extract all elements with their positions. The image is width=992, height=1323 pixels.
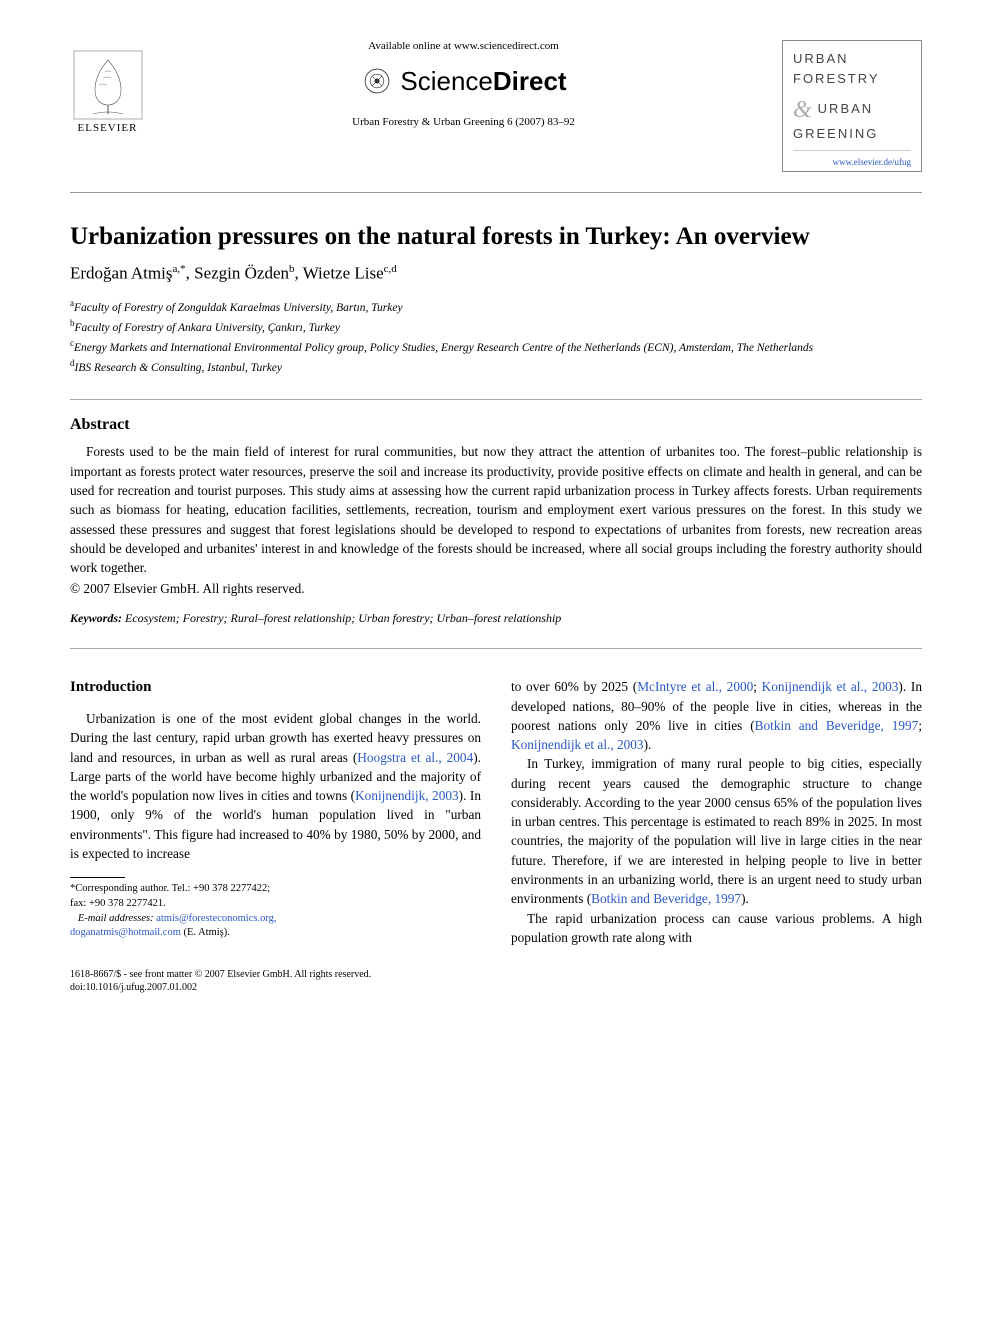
email-tail: (E. Atmiş). xyxy=(181,927,230,938)
header-center: Available online at www.sciencedirect.co… xyxy=(145,40,782,128)
sd-text-dir: Direct xyxy=(493,66,567,96)
journal-citation: Urban Forestry & Urban Greening 6 (2007)… xyxy=(160,116,767,128)
abstract-copyright: © 2007 Elsevier GmbH. All rights reserve… xyxy=(70,581,922,597)
intro-p1: Urbanization is one of the most evident … xyxy=(70,709,481,863)
corresponding-author-footnote: *Corresponding author. Tel.: +90 378 227… xyxy=(70,882,481,941)
front-matter-line: 1618-8667/$ - see front matter © 2007 El… xyxy=(70,969,922,980)
cite-konijnendijk-2003[interactable]: Konijnendijk, 2003 xyxy=(355,788,459,803)
affil-c: cEnergy Markets and International Enviro… xyxy=(70,337,922,357)
author-3: , Wietze Lise xyxy=(295,263,384,282)
ampersand-icon: & xyxy=(793,97,814,123)
header-row: ELSEVIER Available online at www.science… xyxy=(70,40,922,172)
keywords-line: Keywords: Ecosystem; Forestry; Rural–for… xyxy=(70,611,922,626)
elsevier-label: ELSEVIER xyxy=(78,122,138,134)
author-3-aff: c,d xyxy=(384,263,397,275)
jrnl-line1: URBAN xyxy=(793,51,849,66)
abstract-bottom-rule xyxy=(70,648,922,649)
rp1-a: to over 60% by 2025 ( xyxy=(511,679,637,694)
right-column: to over 60% by 2025 (McIntyre et al., 20… xyxy=(511,677,922,947)
body-columns: Introduction Urbanization is one of the … xyxy=(70,677,922,947)
keywords-label: Keywords: xyxy=(70,611,122,625)
keywords-values: Ecosystem; Forestry; Rural–forest relati… xyxy=(122,611,561,625)
rp1-sep2: ; xyxy=(918,718,922,733)
rp1-c: ). xyxy=(644,737,652,752)
abstract-top-rule xyxy=(70,399,922,400)
doi-line: doi:10.1016/j.ufug.2007.01.002 xyxy=(70,982,922,993)
email-line-2: doganatmis@hotmail.com (E. Atmiş). xyxy=(70,926,481,941)
rp1-sep1: ; xyxy=(753,679,761,694)
author-1: Erdoğan Atmiş xyxy=(70,263,172,282)
sciencedirect-wordmark: ScienceDirect xyxy=(400,66,566,97)
corr-line: *Corresponding author. Tel.: +90 378 227… xyxy=(70,882,481,897)
abstract-heading: Abstract xyxy=(70,416,922,434)
email-line: E-mail addresses: atmis@foresteconomics.… xyxy=(70,912,481,927)
fax-line: fax: +90 378 2277421. xyxy=(70,897,481,912)
jrnl-line4: GREENING xyxy=(793,126,878,141)
sciencedirect-icon xyxy=(360,64,394,98)
author-list: Erdoğan Atmişa,*, Sezgin Özdenb, Wietze … xyxy=(70,263,922,284)
affil-b-text: Faculty of Forestry of Ankara University… xyxy=(75,322,340,334)
rp2-a: In Turkey, immigration of many rural peo… xyxy=(511,756,922,906)
affil-a-text: Faculty of Forestry of Zonguldak Karaelm… xyxy=(74,302,403,314)
affil-d-text: IBS Research & Consulting, Istanbul, Tur… xyxy=(75,362,283,374)
footnote-rule xyxy=(70,877,125,878)
sd-text-sci: Science xyxy=(400,66,493,96)
abstract-text: Forests used to be the main field of int… xyxy=(70,442,922,577)
cite-botkin-1997a[interactable]: Botkin and Beveridge, 1997 xyxy=(755,718,919,733)
intro-heading: Introduction xyxy=(70,677,481,699)
affil-a: aFaculty of Forestry of Zonguldak Karael… xyxy=(70,297,922,317)
sciencedirect-logo: ScienceDirect xyxy=(160,64,767,98)
left-column: Introduction Urbanization is one of the … xyxy=(70,677,481,947)
right-p2: In Turkey, immigration of many rural peo… xyxy=(511,754,922,908)
cite-hoogstra[interactable]: Hoogstra et al., 2004 xyxy=(357,750,473,765)
cite-konijnendijk-etal-2003b[interactable]: Konijnendijk et al., 2003 xyxy=(511,737,644,752)
right-p1: to over 60% by 2025 (McIntyre et al., 20… xyxy=(511,677,922,754)
cite-mcintyre[interactable]: McIntyre et al., 2000 xyxy=(637,679,753,694)
cite-botkin-1997b[interactable]: Botkin and Beveridge, 1997 xyxy=(591,891,741,906)
available-online-line: Available online at www.sciencedirect.co… xyxy=(160,40,767,52)
elsevier-tree-icon xyxy=(73,50,143,120)
jrnl-line2: FORESTRY xyxy=(793,71,880,86)
journal-url-link[interactable]: www.elsevier.de/ufug xyxy=(793,157,911,167)
affil-c-text: Energy Markets and International Environ… xyxy=(74,342,813,354)
rp2-b: ). xyxy=(741,891,749,906)
email-label: E-mail addresses: xyxy=(78,913,154,924)
affiliations: aFaculty of Forestry of Zonguldak Karael… xyxy=(70,297,922,377)
journal-logo-text: URBAN FORESTRY &URBAN GREENING xyxy=(793,49,911,144)
affil-d: dIBS Research & Consulting, Istanbul, Tu… xyxy=(70,357,922,377)
author-1-aff: a, xyxy=(172,263,180,275)
email-2[interactable]: doganatmis@hotmail.com xyxy=(70,927,181,938)
article-title: Urbanization pressures on the natural fo… xyxy=(70,223,922,251)
header-rule xyxy=(70,192,922,193)
cite-konijnendijk-etal-2003a[interactable]: Konijnendijk et al., 2003 xyxy=(762,679,899,694)
right-p3: The rapid urbanization process can cause… xyxy=(511,909,922,948)
jrnl-line3: URBAN xyxy=(818,101,874,116)
journal-cover-logo: URBAN FORESTRY &URBAN GREENING www.elsev… xyxy=(782,40,922,172)
elsevier-logo: ELSEVIER xyxy=(70,50,145,134)
author-2: , Sezgin Özden xyxy=(186,263,289,282)
affil-b: bFaculty of Forestry of Ankara Universit… xyxy=(70,317,922,337)
email-1[interactable]: atmis@foresteconomics.org, xyxy=(154,913,277,924)
